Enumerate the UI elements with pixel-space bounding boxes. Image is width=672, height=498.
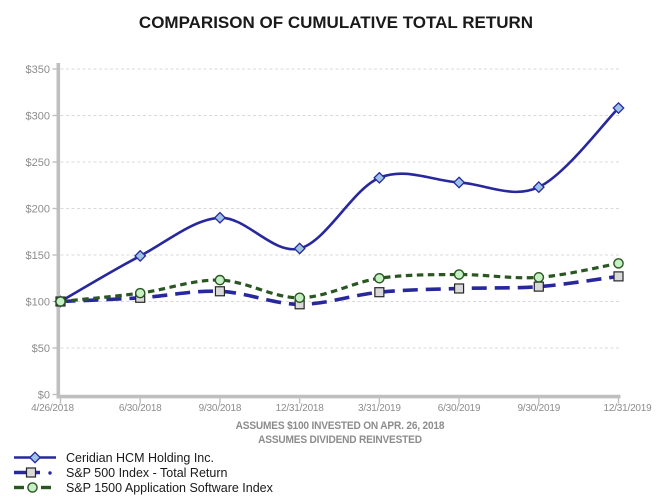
svg-text:6/30/2019: 6/30/2019 [438,403,481,414]
svg-text:$100: $100 [26,296,50,308]
svg-text:$200: $200 [26,203,50,215]
legend-item-sp1500: S&P 1500 Application Software Index [13,480,273,495]
svg-text:4/26/2018: 4/26/2018 [31,403,74,414]
line-chart-plot: $0 $50 $100 $150 $200 $250 $300 $350 4/26/2018 6/… [26,63,652,414]
caption-dividend: ASSUMES DIVIDEND REINVESTED [258,434,422,446]
svg-text:$0: $0 [38,389,50,401]
svg-text:$50: $50 [32,343,50,355]
chart-title: COMPARISON OF CUMULATIVE TOTAL RETURN [138,13,534,32]
legend-label-sp500: S&P 500 Index - Total Return [66,465,228,480]
legend-item-sp500: S&P 500 Index - Total Return [13,465,273,480]
legend-item-ceridian: Ceridian HCM Holding Inc. [13,450,273,465]
svg-text:9/30/2019: 9/30/2019 [517,403,560,414]
legend-line-square-icon [14,467,52,478]
svg-text:$300: $300 [26,110,50,122]
legend: Ceridian HCM Holding Inc. S&P 500 Index … [13,450,273,495]
legend-line-diamond-icon [14,451,56,464]
legend-label-sp1500: S&P 1500 Application Software Index [66,480,273,495]
svg-text:9/30/2018: 9/30/2018 [199,403,242,414]
svg-text:12/31/2019: 12/31/2019 [603,403,652,414]
svg-text:6/30/2018: 6/30/2018 [119,403,162,414]
svg-text:$350: $350 [26,64,50,76]
svg-text:$150: $150 [26,250,50,262]
svg-text:3/31/2019: 3/31/2019 [358,403,401,414]
svg-text:$250: $250 [26,157,50,169]
legend-line-circle-icon [14,482,51,493]
caption-invested: ASSUMES $100 INVESTED ON APR. 26, 2018 [235,420,445,432]
legend-label-ceridian: Ceridian HCM Holding Inc. [66,450,214,465]
svg-text:12/31/2018: 12/31/2018 [276,403,325,414]
